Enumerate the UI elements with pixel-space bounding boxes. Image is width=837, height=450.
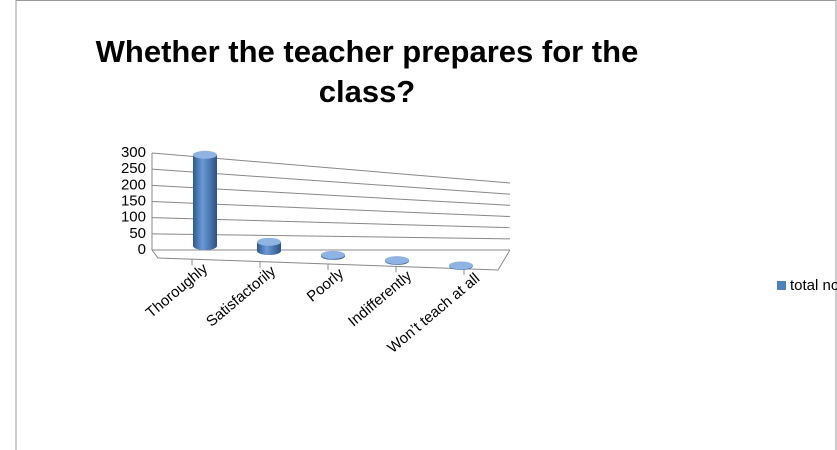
x-tick-label: Satisfactorily [203, 262, 279, 330]
y-tick-label: 50 [129, 225, 146, 242]
bar [385, 256, 409, 265]
bar [449, 261, 473, 270]
bar-body [193, 154, 217, 250]
bar-top [385, 256, 409, 265]
x-tick-label: Poorly [304, 265, 348, 306]
bar [321, 250, 345, 260]
y-tick-label: 250 [121, 160, 146, 177]
bar-top [257, 237, 281, 246]
y-tick-label: 150 [121, 192, 146, 209]
bar [193, 150, 217, 250]
frame [15, 0, 837, 450]
legend-swatch [777, 281, 786, 290]
x-tick-label: Thoroughly [143, 260, 212, 322]
y-tick-label: 0 [138, 241, 146, 258]
x-tick-label: Indifferently [345, 267, 416, 330]
bar-top [449, 261, 473, 270]
chart-title: Whether the teacher prepares for the cla… [95, 34, 639, 109]
y-tick-label: 200 [121, 176, 146, 193]
bar-top [321, 250, 345, 259]
bar [257, 237, 281, 255]
bar-top [193, 150, 217, 159]
y-tick-label: 100 [121, 209, 146, 226]
legend-label: total no. of students [790, 277, 837, 294]
y-tick-label: 300 [121, 144, 146, 161]
